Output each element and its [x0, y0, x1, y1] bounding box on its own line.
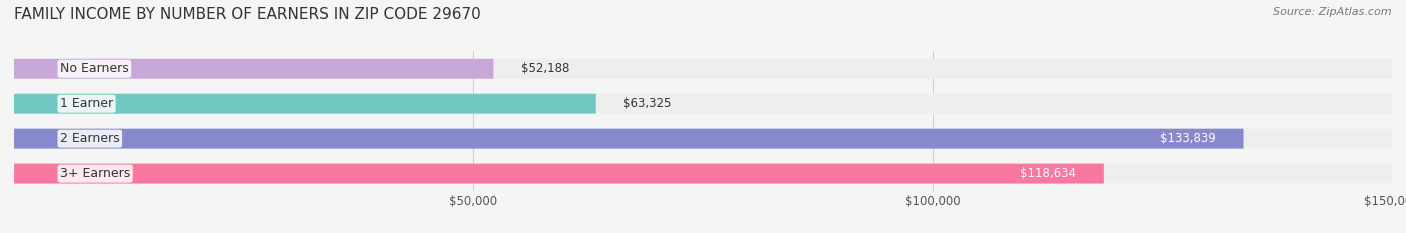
Text: 1 Earner: 1 Earner: [60, 97, 112, 110]
FancyBboxPatch shape: [14, 129, 1243, 149]
FancyBboxPatch shape: [14, 59, 494, 79]
Text: No Earners: No Earners: [60, 62, 129, 75]
Text: $63,325: $63,325: [623, 97, 672, 110]
Text: FAMILY INCOME BY NUMBER OF EARNERS IN ZIP CODE 29670: FAMILY INCOME BY NUMBER OF EARNERS IN ZI…: [14, 7, 481, 22]
Text: $133,839: $133,839: [1160, 132, 1216, 145]
Text: $118,634: $118,634: [1021, 167, 1076, 180]
FancyBboxPatch shape: [14, 94, 596, 114]
FancyBboxPatch shape: [14, 59, 1392, 79]
FancyBboxPatch shape: [14, 164, 1104, 184]
FancyBboxPatch shape: [14, 164, 1392, 184]
Text: Source: ZipAtlas.com: Source: ZipAtlas.com: [1274, 7, 1392, 17]
Text: $52,188: $52,188: [522, 62, 569, 75]
Text: 3+ Earners: 3+ Earners: [60, 167, 131, 180]
Text: 2 Earners: 2 Earners: [60, 132, 120, 145]
FancyBboxPatch shape: [14, 94, 1392, 114]
FancyBboxPatch shape: [14, 129, 1392, 149]
